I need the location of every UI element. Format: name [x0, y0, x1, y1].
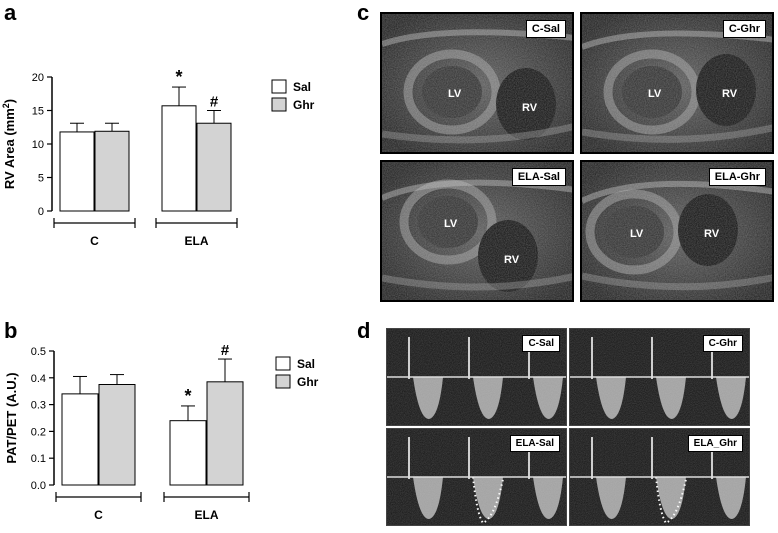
legend-swatch-sal: [271, 79, 287, 94]
doppler-image-tag: C-Ghr: [702, 335, 743, 352]
category-label-c: C: [94, 508, 103, 522]
doppler-image-ela_ghr: ELA_Ghr: [569, 428, 750, 526]
legend-label-ghr: Ghr: [293, 98, 315, 112]
rv-label: RV: [522, 102, 538, 114]
y-axis-label: PAT/PET (A.U.): [4, 372, 19, 463]
legend-swatch-ghr: [271, 97, 287, 112]
panel-letter-b: b: [4, 318, 18, 343]
legend-swatch-sal: [275, 356, 291, 371]
echo-image-tag: ELA-Sal: [511, 168, 566, 186]
y-tick-label: 15: [32, 106, 44, 118]
echo-image-tag: C-Sal: [525, 20, 566, 38]
significance-mark: #: [221, 342, 230, 359]
significance-mark: *: [184, 386, 191, 406]
bar-sal-ela: [169, 420, 207, 486]
echo-image-tag: ELA-Ghr: [708, 168, 766, 186]
category-label-ela: ELA: [195, 508, 219, 522]
y-tick-label: 0.2: [31, 426, 46, 438]
legend-swatch-ghr: [275, 374, 291, 389]
legend-label-ghr: Ghr: [297, 375, 319, 389]
panel-letter-a: a: [4, 0, 17, 25]
echo-image-ela-sal: ELA-Sal LV RV: [380, 160, 574, 302]
y-tick-label: 0.0: [31, 480, 46, 492]
y-tick-label: 0: [38, 206, 44, 218]
y-tick-label: 0.1: [31, 453, 46, 465]
doppler-image-tag: C-Sal: [522, 335, 560, 352]
chart-rv-area: 0 5 10 15 20 RV Area (mm2) * # C ELA Sal Ghr: [1, 67, 315, 248]
rv-label: RV: [722, 88, 738, 100]
doppler-image-c-sal: C-Sal: [386, 328, 567, 426]
doppler-trace: [387, 329, 566, 425]
doppler-image-tag: ELA_Ghr: [687, 435, 743, 452]
category-label-c: C: [90, 234, 99, 248]
bar-sal-ela: [161, 105, 197, 212]
lv-label: LV: [444, 218, 458, 230]
y-axis-label: RV Area (mm2): [1, 99, 17, 189]
panel-letter-c: c: [357, 0, 370, 25]
bar-ghr-c: [98, 384, 136, 486]
y-tick-label: 10: [32, 139, 44, 151]
echo-image-c-ghr: C-Ghr LV RV: [580, 12, 774, 154]
y-tick-label: 5: [38, 173, 44, 185]
chart-pat-pet: 0.0 0.1 0.2 0.3 0.4 0.5 PAT/PET (A.U.) * # C ELA Sa…: [4, 342, 319, 522]
bar-sal-c: [59, 131, 95, 212]
bar-sal-c: [61, 393, 99, 486]
legend-label-sal: Sal: [297, 357, 315, 371]
lv-label: LV: [648, 88, 662, 100]
lv-label: LV: [630, 228, 644, 240]
bar-ghr-ela: [206, 381, 244, 486]
y-tick-label: 0.3: [31, 400, 46, 412]
y-tick-label: 20: [32, 72, 44, 84]
panel-letter-d: d: [357, 318, 371, 343]
doppler-image-tag: ELA-Sal: [509, 435, 560, 452]
echo-image-tag: C-Ghr: [722, 20, 766, 38]
doppler-image-ela-sal: ELA-Sal: [386, 428, 567, 526]
doppler-trace: [387, 429, 566, 525]
category-label-ela: ELA: [185, 234, 209, 248]
rv-label: RV: [504, 254, 520, 266]
echo-image-ela-ghr: ELA-Ghr LV RV: [580, 160, 774, 302]
significance-mark: *: [175, 67, 182, 87]
legend-label-sal: Sal: [293, 80, 311, 94]
significance-mark: #: [210, 94, 219, 111]
echo-image-c-sal: C-Sal LV RV: [380, 12, 574, 154]
ultrasound-texture: [382, 14, 572, 152]
y-tick-label: 0.4: [31, 373, 46, 385]
lv-label: LV: [448, 88, 462, 100]
doppler-image-c-ghr: C-Ghr: [569, 328, 750, 426]
rv-label: RV: [704, 228, 720, 240]
doppler-trace: [570, 329, 749, 425]
bar-ghr-c: [94, 130, 130, 212]
y-tick-label: 0.5: [31, 346, 46, 358]
bar-ghr-ela: [196, 122, 232, 212]
